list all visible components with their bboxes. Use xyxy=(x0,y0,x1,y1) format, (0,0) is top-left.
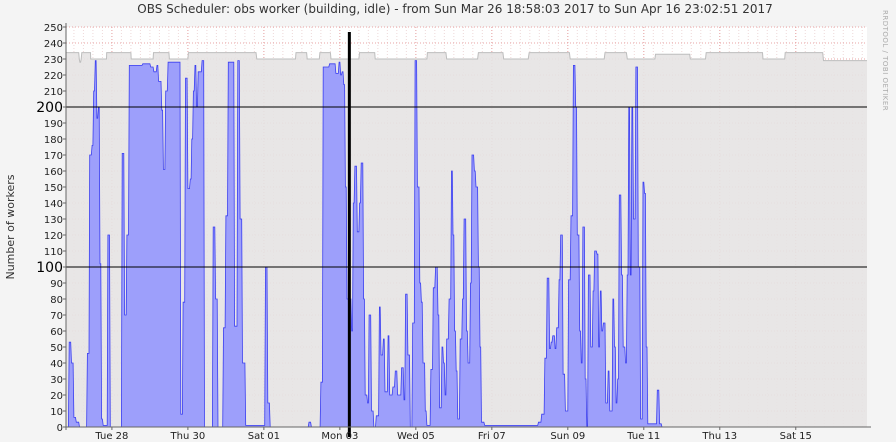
reference-lines xyxy=(66,32,867,437)
y-tick-label: 160 xyxy=(44,167,63,178)
y-axis-label: Number of workers xyxy=(4,174,17,279)
y-tick-label: 130 xyxy=(44,215,63,226)
x-tick-label: Wed 05 xyxy=(397,431,435,442)
y-tick-label: 30 xyxy=(50,375,63,386)
y-tick-labels: 0 10 20 30 40 50 60 70 80 90 100 110 120 130 140 150 160… xyxy=(36,23,63,434)
x-tick-label: Mon 03 xyxy=(321,431,358,442)
x-tick-labels: Tue 28 Thu 30 Sat 01 Mon 03 Wed 05 Fri 07 Sun … xyxy=(94,431,812,442)
rrdtool-watermark: RRDTOOL / TOBI OETIKER xyxy=(881,10,889,111)
y-tick-label: 50 xyxy=(50,343,63,354)
x-tick-label: Thu 13 xyxy=(701,431,737,442)
series-idle-line xyxy=(66,52,867,63)
y-tick-label: 40 xyxy=(50,359,63,370)
y-tick-label: 170 xyxy=(44,151,63,162)
x-tick-label: Tue 11 xyxy=(626,431,660,442)
y-tick-label: 120 xyxy=(44,231,63,242)
x-tick-label: Tue 28 xyxy=(94,431,128,442)
y-tick-label: 250 xyxy=(44,23,63,34)
y-tick-label: 180 xyxy=(44,135,63,146)
y-tick-label: 100 xyxy=(36,260,63,276)
y-tick-label: 60 xyxy=(50,327,63,338)
y-tick-label: 220 xyxy=(44,71,63,82)
y-tick-label: 110 xyxy=(44,247,63,258)
y-tick-label: 200 xyxy=(36,100,63,116)
y-tick-label: 80 xyxy=(50,295,63,306)
axes xyxy=(63,23,871,430)
y-tick-label: 230 xyxy=(44,55,63,66)
y-tick-label: 240 xyxy=(44,39,63,50)
y-tick-label: 0 xyxy=(57,423,63,434)
y-tick-label: 90 xyxy=(50,279,63,290)
series-areas xyxy=(66,52,867,428)
x-tick-label: Sat 15 xyxy=(780,431,812,442)
y-tick-label: 70 xyxy=(50,311,63,322)
y-tick-label: 10 xyxy=(50,407,63,418)
chart-title: OBS Scheduler: obs worker (building, idl… xyxy=(137,2,772,16)
x-tick-label: Sun 09 xyxy=(550,431,585,442)
series-building-area xyxy=(66,60,867,427)
y-tick-label: 190 xyxy=(44,119,63,130)
y-tick-label: 140 xyxy=(44,199,63,210)
x-tick-label: Sat 01 xyxy=(248,431,280,442)
x-tick-label: Fri 07 xyxy=(478,431,506,442)
y-tick-label: 210 xyxy=(44,87,63,98)
y-tick-label: 20 xyxy=(50,391,63,402)
series-building-line xyxy=(66,60,867,428)
y-tick-label: 150 xyxy=(44,183,63,194)
x-tick-label: Thu 30 xyxy=(170,431,206,442)
